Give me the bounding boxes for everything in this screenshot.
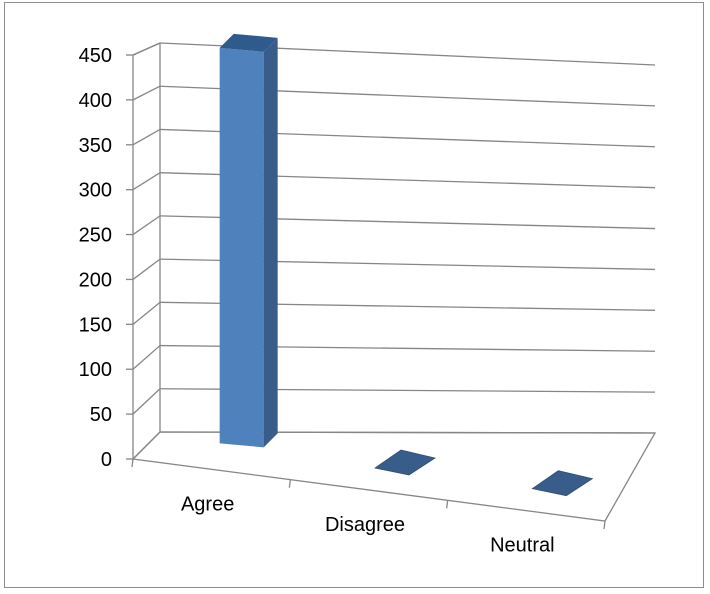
- gridline: [132, 301, 656, 325]
- gridline: [132, 128, 656, 148]
- gridline: [132, 42, 656, 66]
- y-axis-tick-labels: 0 50 100 150 200 250 300 350 400 450: [79, 45, 112, 471]
- x-axis-tick: [288, 479, 291, 488]
- y-tick-label: 150: [79, 314, 112, 336]
- y-tick-label: 300: [79, 180, 112, 202]
- gridline: [132, 258, 656, 280]
- x-axis-tick: [603, 520, 606, 530]
- chart-frame: [4, 2, 704, 588]
- bar-neutral: [531, 470, 594, 497]
- gridlines: [132, 42, 656, 460]
- x-category-label: Disagree: [325, 514, 405, 536]
- bars: [219, 33, 594, 497]
- x-category-label: Agree: [181, 493, 234, 515]
- chart-walls: [132, 42, 161, 459]
- y-tick-label: 450: [79, 45, 112, 67]
- gridline: [132, 344, 656, 370]
- chart-floor: [126, 54, 657, 530]
- gridline: [132, 388, 656, 415]
- x-axis-tick: [446, 500, 449, 509]
- y-tick-label: 100: [79, 359, 112, 381]
- y-tick-label: 50: [90, 404, 112, 426]
- bar-front-face: [219, 47, 264, 448]
- bar-agree: [219, 33, 278, 448]
- x-axis-tick: [131, 458, 134, 468]
- y-tick-label: 350: [79, 135, 112, 157]
- bar-disagree: [374, 449, 436, 476]
- y-tick-label: 250: [79, 225, 112, 247]
- x-axis-category-labels: Agree Disagree Neutral: [181, 493, 555, 556]
- gridline: [132, 172, 656, 191]
- gridline: [132, 215, 656, 236]
- bar-side-face: [263, 37, 278, 448]
- y-tick-label: 200: [79, 269, 112, 291]
- gridline: [132, 85, 656, 107]
- bar-flat-top: [374, 449, 436, 476]
- bar-top-face: [219, 33, 278, 52]
- bar-flat-top: [531, 470, 594, 497]
- y-tick-label: 0: [101, 449, 112, 471]
- y-tick-label: 400: [79, 90, 112, 112]
- x-category-label: Neutral: [490, 535, 554, 557]
